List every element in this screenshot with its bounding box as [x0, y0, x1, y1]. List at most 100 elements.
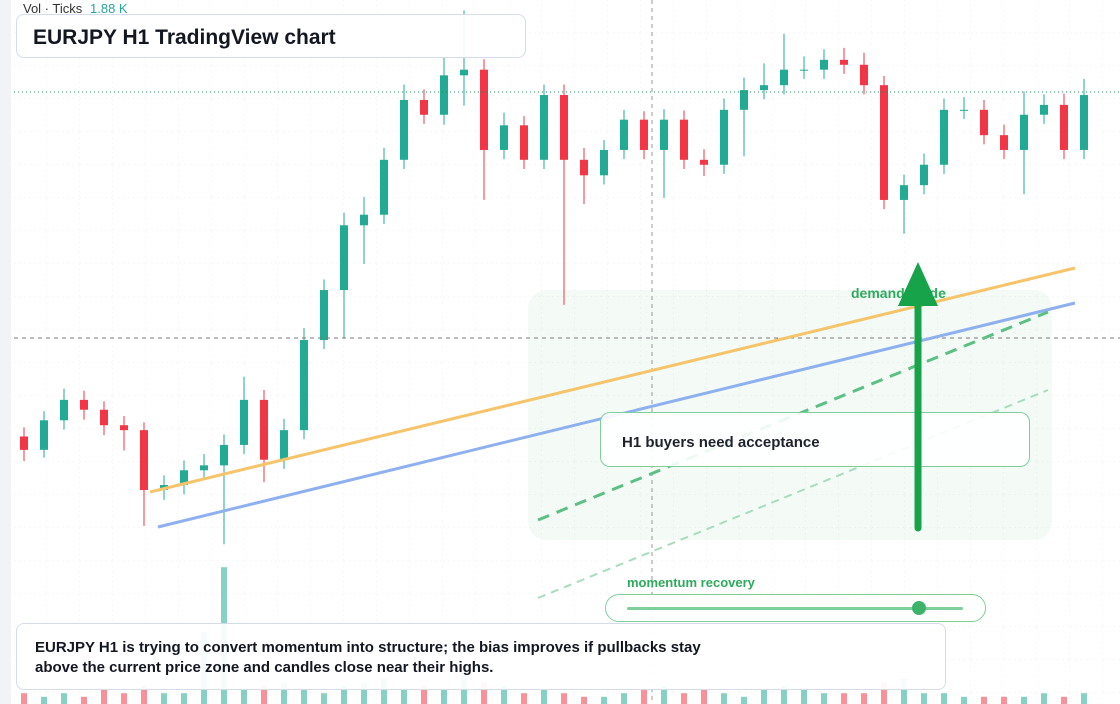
volume-bar: [81, 696, 87, 704]
volume-bar: [861, 693, 867, 704]
candle-body: [240, 399, 248, 445]
volume-bar: [1001, 696, 1007, 704]
callout-text: H1 buyers need acceptance: [622, 434, 820, 451]
volume-bar: [401, 689, 407, 704]
volume-bar: [601, 696, 607, 704]
candle-body: [780, 69, 788, 86]
volume-bar: [1021, 696, 1027, 704]
volume-bar: [1081, 693, 1087, 704]
candle-body: [640, 119, 648, 150]
title-panel: EURJPY H1 TradingView chart: [16, 14, 526, 58]
volume-bar: [921, 693, 927, 704]
candle-body: [540, 95, 548, 160]
momentum-label: momentum recovery: [627, 575, 755, 590]
candle-body: [900, 185, 908, 200]
candle-body: [660, 119, 668, 150]
volume-bar: [801, 689, 807, 704]
candle-body: [720, 109, 728, 165]
channel-line-lower: [537, 389, 1049, 599]
volume-bar: [681, 693, 687, 704]
volume-bar: [641, 689, 647, 704]
candle-body: [800, 69, 808, 71]
volume-bar: [981, 696, 987, 704]
candle-body: [140, 430, 148, 490]
candle-body: [580, 159, 588, 176]
candle-body: [680, 119, 688, 160]
chart-title: EURJPY H1 TradingView chart: [33, 26, 336, 49]
candle-body: [180, 470, 188, 486]
volume-bar: [381, 678, 387, 704]
volume-bar: [841, 693, 847, 704]
candle-body: [280, 430, 288, 460]
left-edge: [0, 0, 11, 704]
candle-body: [1020, 114, 1028, 150]
candle-body: [1060, 104, 1068, 150]
candle-body: [220, 444, 228, 466]
candle-body: [200, 465, 208, 471]
candle-body: [520, 125, 528, 160]
volume-bar: [581, 696, 587, 704]
volume-bar: [761, 689, 767, 704]
candle-body: [740, 90, 748, 110]
candle-body: [420, 99, 428, 115]
volume-label: Vol · Ticks: [23, 1, 83, 16]
volume-bar: [821, 693, 827, 704]
candle-body: [980, 109, 988, 136]
summary-line: above the current price zone and candles…: [35, 659, 494, 676]
callout: H1 buyers need acceptance: [600, 412, 1030, 467]
candle-body: [100, 409, 108, 426]
volume-bar: [121, 693, 127, 704]
channel-line: [537, 310, 1049, 522]
candle-body: [940, 109, 948, 165]
candle-body: [480, 69, 488, 150]
volume-bar: [481, 682, 487, 704]
volume-bar: [1041, 693, 1047, 704]
volume-bar: [61, 693, 67, 704]
candle-body: [460, 69, 468, 76]
momentum-slider[interactable]: [605, 594, 986, 622]
volume-bar: [561, 693, 567, 704]
volume-bar: [301, 689, 307, 704]
candle-body: [840, 59, 848, 65]
candle-body: [880, 85, 888, 200]
volume-bar: [541, 689, 547, 704]
volume-bar: [1061, 696, 1067, 704]
volume-value: 1.88 K: [90, 1, 128, 16]
volume-bar: [661, 686, 667, 704]
volume-bar: [501, 686, 507, 704]
volume-bar: [241, 689, 247, 704]
volume-bar: [101, 689, 107, 704]
volume-bar: [261, 686, 267, 704]
volume-bar: [961, 696, 967, 704]
demand-guide-label: demand guide: [851, 285, 946, 301]
candle-body: [760, 85, 768, 91]
candle-body: [60, 399, 68, 421]
volume-bar: [441, 689, 447, 704]
candle-body: [300, 340, 308, 431]
volume-bar: [701, 689, 707, 704]
candle-body: [340, 225, 348, 291]
volume-bar: [281, 682, 287, 704]
volume-bar: [721, 693, 727, 704]
volume-bar: [361, 682, 367, 704]
candle-body: [1000, 135, 1008, 150]
candle-body: [320, 290, 328, 341]
candle-body: [400, 99, 408, 160]
candle-body: [40, 420, 48, 450]
volume-bar: [421, 686, 427, 704]
volume-bar: [161, 693, 167, 704]
candle-layer: [20, 10, 1088, 545]
volume-bar: [741, 696, 747, 704]
candle-body: [380, 159, 388, 215]
volume-bar: [41, 696, 47, 704]
volume-bar: [341, 686, 347, 704]
candle-body: [820, 59, 828, 70]
candle-body: [620, 119, 628, 150]
volume-bar: [141, 686, 147, 704]
slider-knob[interactable]: [912, 601, 926, 615]
summary-panel: EURJPY H1 is trying to convert momentum …: [16, 623, 946, 690]
candle-body: [700, 159, 708, 165]
candle-body: [560, 95, 568, 160]
candle-body: [600, 149, 608, 176]
